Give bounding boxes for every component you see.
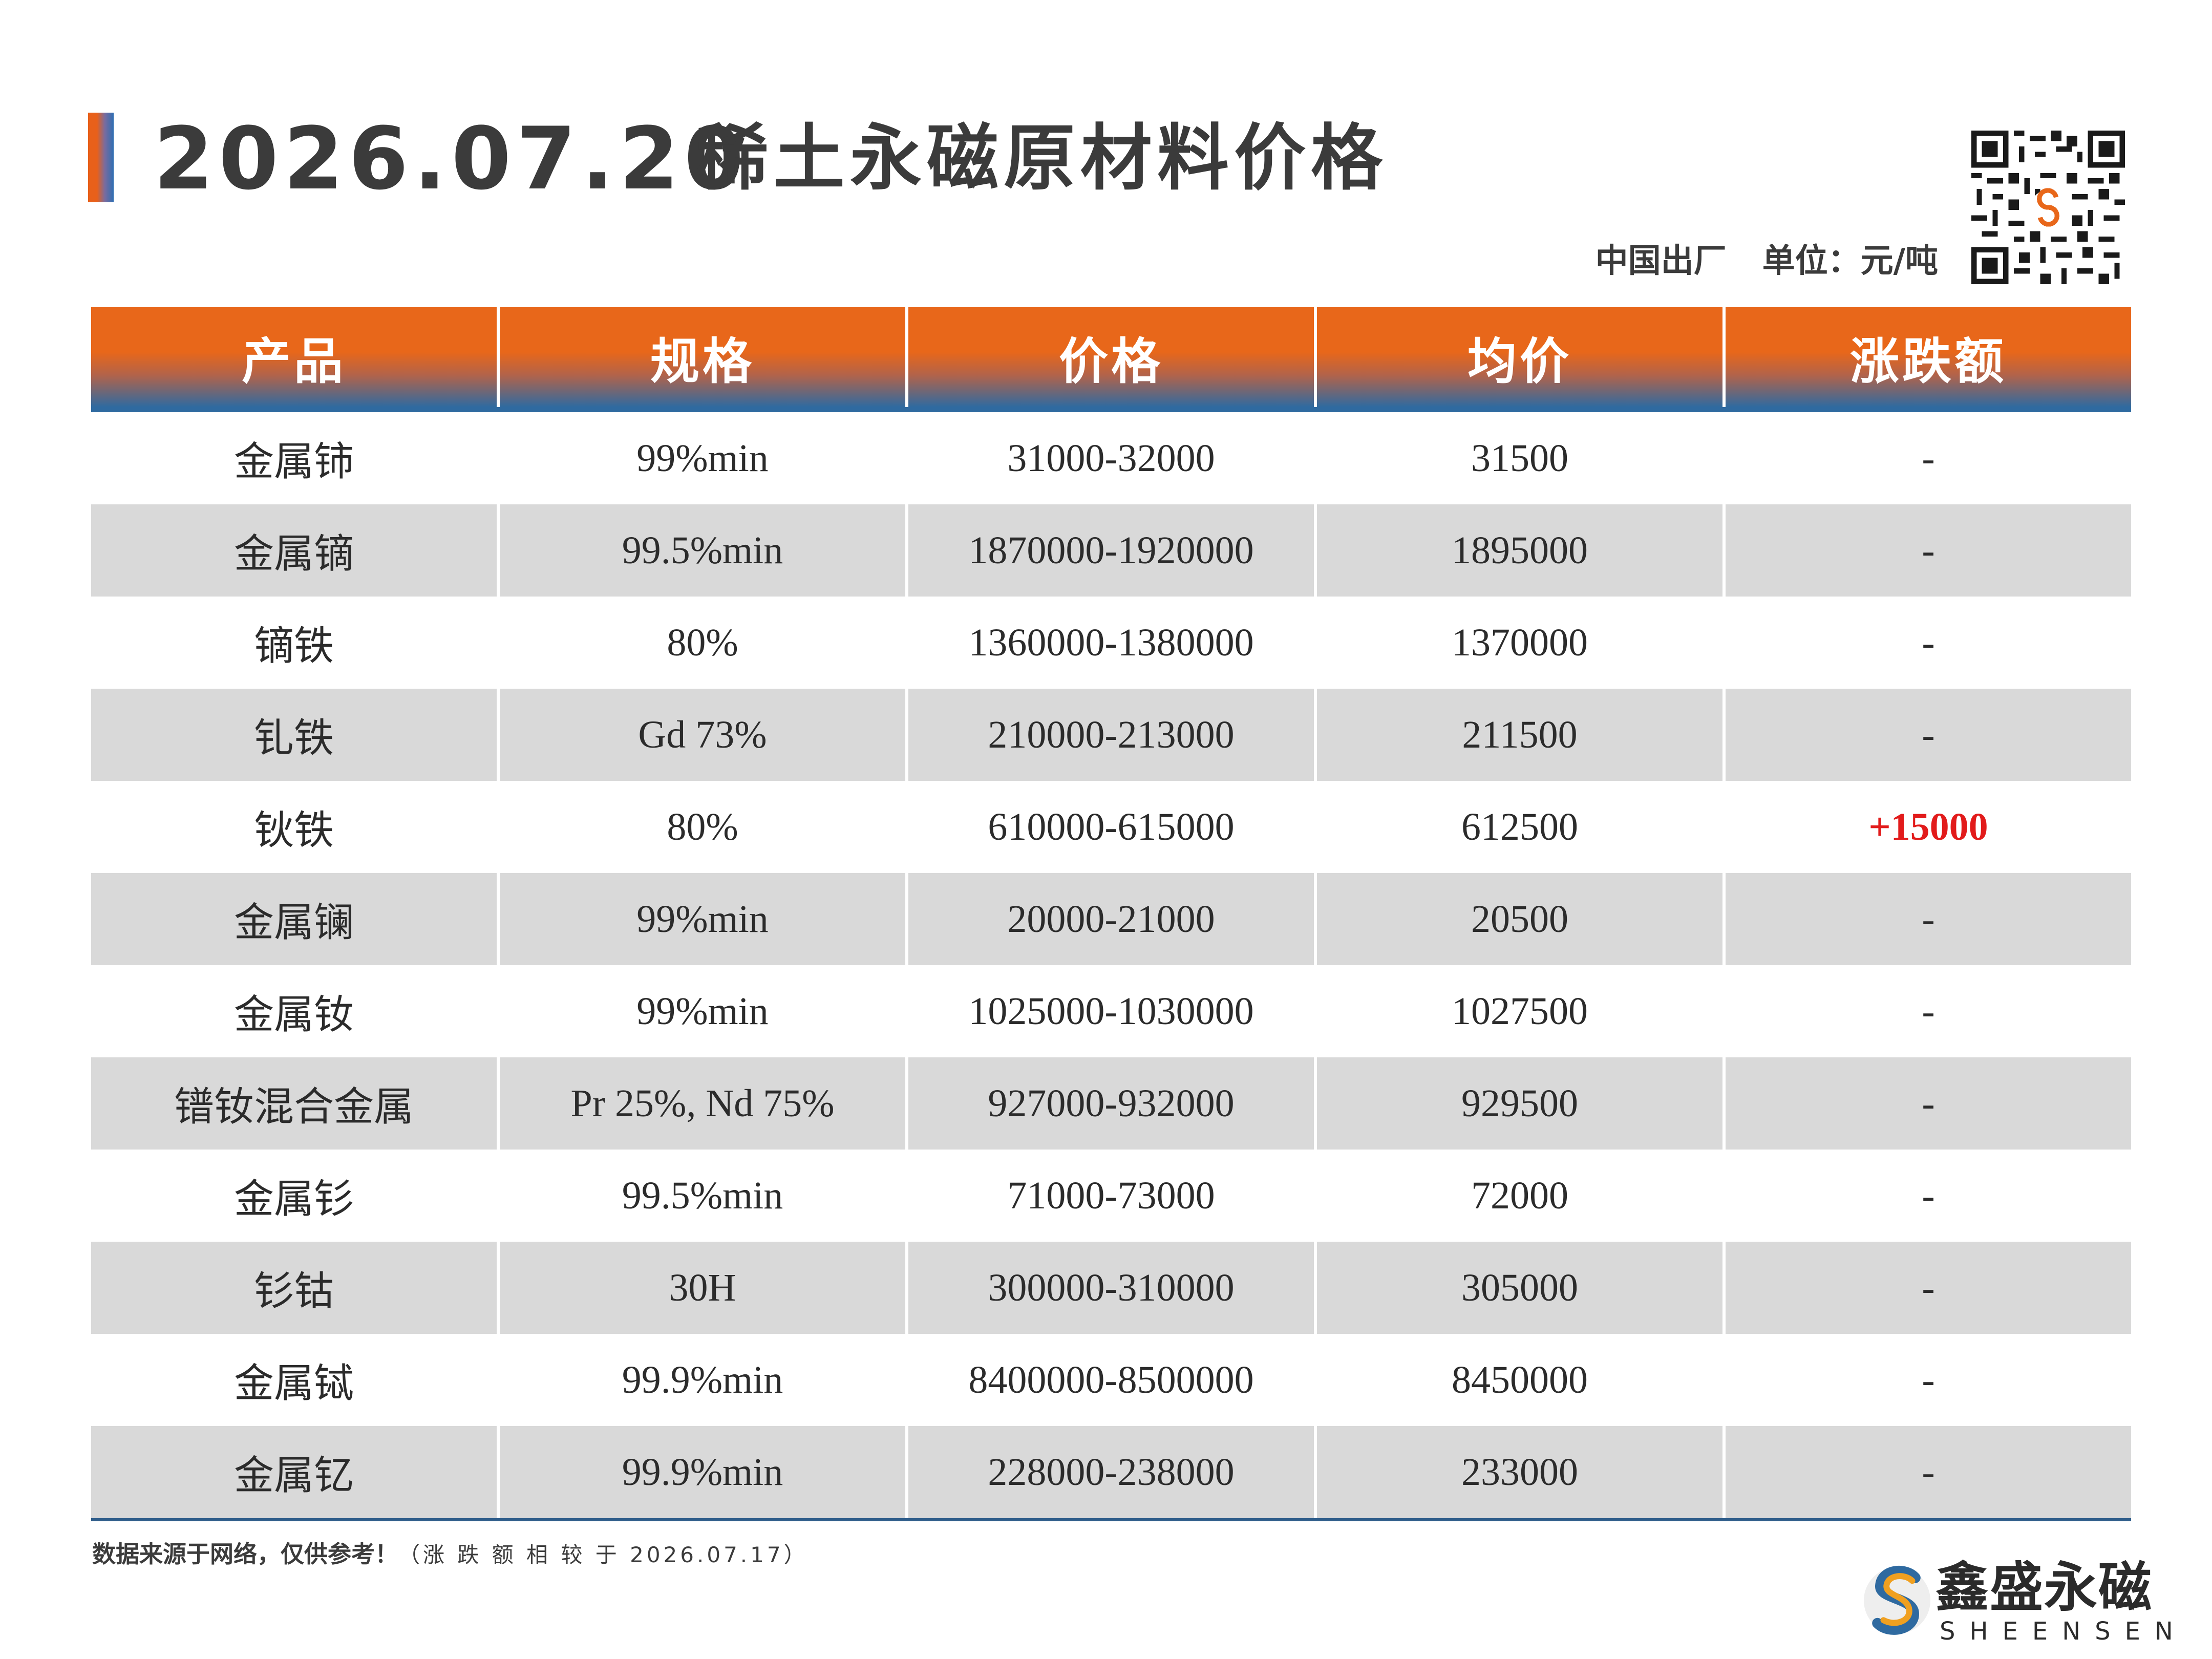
brand-name: 鑫盛永磁 — [1936, 1556, 2153, 1619]
product-cell: 钆铁 — [253, 715, 334, 761]
change-cell-up: +15000 — [1722, 781, 2131, 873]
change-cell: - — [1722, 1057, 2131, 1150]
product-cell: 钬铁 — [253, 807, 334, 854]
average-cell: 612500 — [1314, 781, 1722, 873]
column-header-price: 价格 — [905, 307, 1314, 407]
column-header-change: 涨跌额 — [1722, 307, 2131, 407]
spec-cell: 99%min — [497, 412, 905, 504]
table-row: 钬铁 80% 610000-615000 612500 +15000 — [91, 781, 2131, 873]
price-cell: 1870000-1920000 — [905, 504, 1314, 597]
unit-label: 单位：元/吨 — [1762, 242, 1938, 280]
product-cell: 镨钕混合金属 — [174, 1084, 414, 1130]
table-bottom-rule — [91, 1518, 2131, 1521]
spec-cell: 30H — [497, 1242, 905, 1334]
sheensen-s-logo-icon — [1863, 1566, 1931, 1635]
column-header-spec: 规格 — [497, 307, 905, 407]
price-cell: 71000-73000 — [905, 1150, 1314, 1242]
source-disclaimer: 数据来源于网络，仅供参考！ — [92, 1540, 398, 1568]
spec-cell: 80% — [497, 781, 905, 873]
price-cell: 610000-615000 — [905, 781, 1314, 873]
change-cell: - — [1722, 504, 2131, 597]
average-cell: 8450000 — [1314, 1334, 1722, 1426]
brand-subtitle: SHEENSEN — [1940, 1617, 2187, 1646]
table-row: 钆铁 Gd 73% 210000-213000 211500 - — [91, 689, 2131, 781]
brand-logo[interactable]: 鑫盛永磁 SHEENSEN — [1859, 1551, 2173, 1649]
price-cell: 1025000-1030000 — [905, 965, 1314, 1057]
change-cell: - — [1722, 412, 2131, 504]
table-row: 镝铁 80% 1360000-1380000 1370000 - — [91, 597, 2131, 689]
average-cell: 929500 — [1314, 1057, 1722, 1150]
spec-cell: 99%min — [497, 873, 905, 965]
column-header-product: 产品 — [242, 333, 346, 390]
change-cell: - — [1722, 1150, 2131, 1242]
footer-note: 数据来源于网络，仅供参考！（涨 跌 额 相 较 于 2026.07.17） — [92, 1531, 809, 1577]
report-date: 2026.07.20 — [154, 109, 749, 209]
spec-cell: 99.9%min — [497, 1334, 905, 1426]
product-cell: 金属钇 — [233, 1453, 354, 1499]
origin-label: 中国出厂 — [1595, 242, 1727, 280]
product-cell: 金属钕 — [233, 992, 354, 1038]
spec-cell: 99.9%min — [497, 1426, 905, 1518]
spec-cell: Pr 25%, Nd 75% — [497, 1057, 905, 1150]
average-cell: 1370000 — [1314, 597, 1722, 689]
table-row: 镨钕混合金属 Pr 25%, Nd 75% 927000-932000 9295… — [91, 1057, 2131, 1150]
change-cell: - — [1722, 965, 2131, 1057]
spec-cell: 99.5%min — [497, 504, 905, 597]
change-cell: - — [1722, 597, 2131, 689]
product-cell: 金属铽 — [233, 1360, 354, 1407]
spec-cell: Gd 73% — [497, 689, 905, 781]
price-table: 产品 规格 价格 均价 涨跌额 金属铈 99%min 31000-32000 3… — [91, 307, 2131, 1521]
price-cell: 210000-213000 — [905, 689, 1314, 781]
average-cell: 31500 — [1314, 412, 1722, 504]
average-cell: 72000 — [1314, 1150, 1722, 1242]
price-cell: 228000-238000 — [905, 1426, 1314, 1518]
comparison-note: （涨 跌 额 相 较 于 2026.07.17） — [398, 1542, 809, 1567]
table-meta: 中国出厂 单位：元/吨 — [1596, 233, 1938, 289]
price-cell: 927000-932000 — [905, 1057, 1314, 1150]
spec-cell: 99%min — [497, 965, 905, 1057]
column-header-average: 均价 — [1314, 307, 1722, 407]
table-row: 金属镝 99.5%min 1870000-1920000 1895000 - — [91, 504, 2131, 597]
average-cell: 20500 — [1314, 873, 1722, 965]
average-cell: 1027500 — [1314, 965, 1722, 1057]
price-cell: 1360000-1380000 — [905, 597, 1314, 689]
price-cell: 31000-32000 — [905, 412, 1314, 504]
table-row: 金属铽 99.9%min 8400000-8500000 8450000 - — [91, 1334, 2131, 1426]
average-cell: 305000 — [1314, 1242, 1722, 1334]
change-cell: - — [1722, 873, 2131, 965]
average-cell: 1895000 — [1314, 504, 1722, 597]
price-cell: 20000-21000 — [905, 873, 1314, 965]
average-cell: 211500 — [1314, 689, 1722, 781]
change-cell: - — [1722, 1242, 2131, 1334]
price-cell: 8400000-8500000 — [905, 1334, 1314, 1426]
qr-code-icon[interactable] — [1971, 131, 2125, 284]
spec-cell: 80% — [497, 597, 905, 689]
average-cell: 233000 — [1314, 1426, 1722, 1518]
table-row: 钐钴 30H 300000-310000 305000 - — [91, 1242, 2131, 1334]
product-cell: 镝铁 — [253, 623, 334, 669]
product-cell: 金属镧 — [233, 900, 354, 946]
table-row: 金属铈 99%min 31000-32000 31500 - — [91, 412, 2131, 504]
change-cell: - — [1722, 1426, 2131, 1518]
product-cell: 金属镝 — [233, 531, 354, 577]
table-row: 金属镧 99%min 20000-21000 20500 - — [91, 873, 2131, 965]
page-title: 稀土永磁原材料价格 — [696, 117, 1388, 200]
price-cell: 300000-310000 — [905, 1242, 1314, 1334]
title-accent-bar — [88, 113, 114, 202]
change-cell: - — [1722, 689, 2131, 781]
table-row: 金属钐 99.5%min 71000-73000 72000 - — [91, 1150, 2131, 1242]
table-row: 金属钕 99%min 1025000-1030000 1027500 - — [91, 965, 2131, 1057]
change-cell: - — [1722, 1334, 2131, 1426]
table-header: 产品 规格 价格 均价 涨跌额 — [91, 307, 2131, 412]
product-cell: 钐钴 — [253, 1268, 334, 1314]
table-row: 金属钇 99.9%min 228000-238000 233000 - — [91, 1426, 2131, 1518]
product-cell: 金属铈 — [233, 439, 354, 485]
spec-cell: 99.5%min — [497, 1150, 905, 1242]
product-cell: 金属钐 — [233, 1176, 354, 1222]
